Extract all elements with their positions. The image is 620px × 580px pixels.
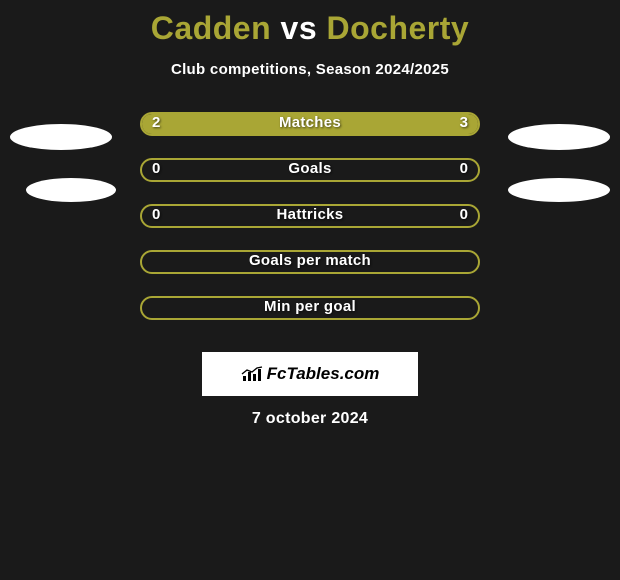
versus-text: vs [281,10,318,46]
stat-value-left: 2 [152,112,160,136]
stat-label: Goals per match [0,250,620,274]
title: Cadden vs Docherty [0,0,620,47]
stat-label: Goals [0,158,620,182]
stat-value-left: 0 [152,204,160,228]
chart-icon [241,365,263,383]
stat-row: Min per goal [0,296,620,342]
stat-value-right: 0 [460,204,468,228]
stat-value-right: 0 [460,158,468,182]
stat-label: Min per goal [0,296,620,320]
stat-label: Matches [0,112,620,136]
stat-value-left: 0 [152,158,160,182]
stat-row: Goals per match [0,250,620,296]
stat-row: Goals0 0 [0,158,620,204]
brand-box: FcTables.com [202,352,418,396]
subtitle: Club competitions, Season 2024/2025 [0,61,620,78]
player2-name: Docherty [327,10,470,46]
stat-value-right: 3 [460,112,468,136]
date-text: 7 october 2024 [0,410,620,428]
stat-row: Matches2 3 [0,112,620,158]
player1-name: Cadden [151,10,271,46]
stat-label: Hattricks [0,204,620,228]
brand-text: FcTables.com [267,364,380,384]
stat-row: Hattricks0 0 [0,204,620,250]
stat-rows: Matches23Goals00Hattricks00Goals per mat… [0,112,620,342]
